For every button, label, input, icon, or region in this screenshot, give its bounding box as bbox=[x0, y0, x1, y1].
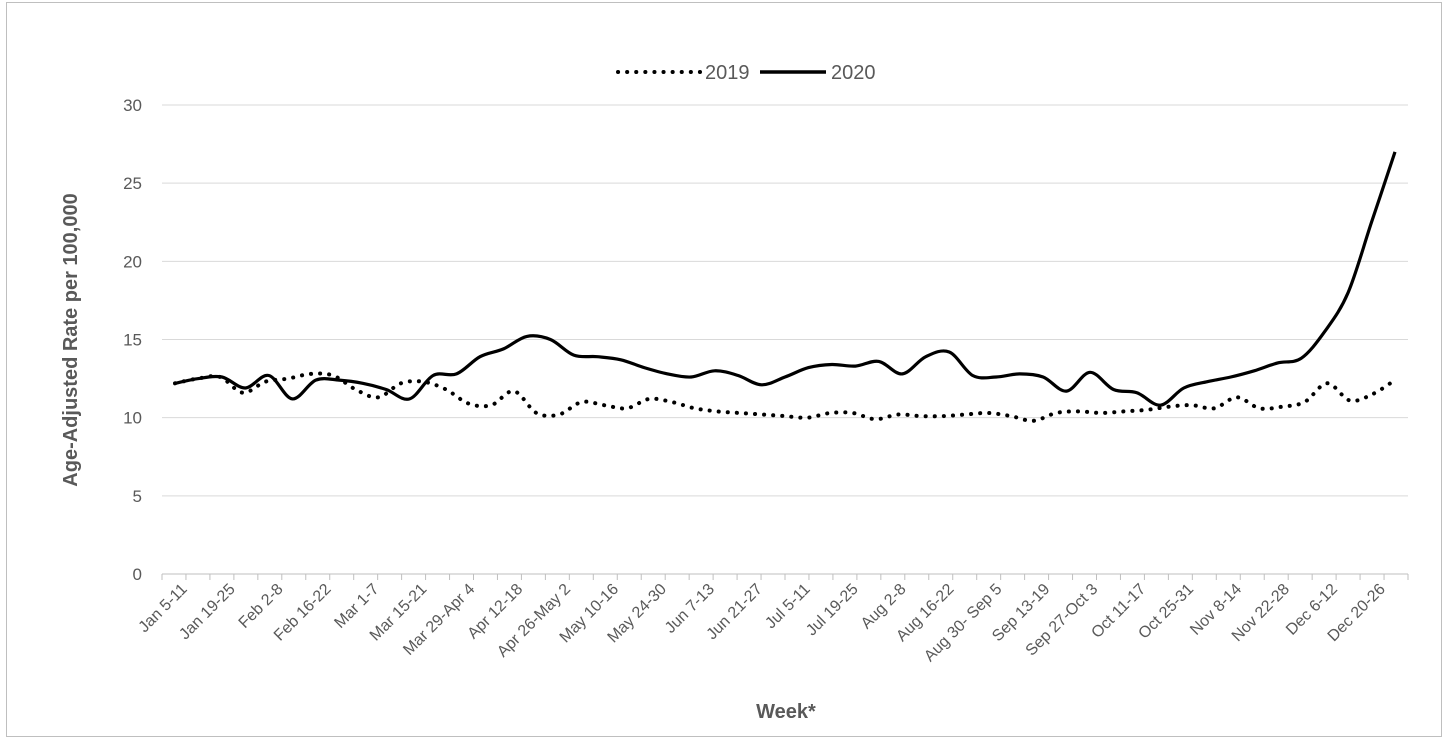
y-axis-title: Age-Adjusted Rate per 100,000 bbox=[60, 193, 82, 486]
series-line-2020 bbox=[174, 151, 1397, 407]
y-tick-label: 20 bbox=[123, 252, 142, 271]
y-tick-label: 0 bbox=[133, 565, 142, 584]
y-tick-label: 30 bbox=[123, 96, 142, 115]
y-tick-label: 15 bbox=[123, 331, 142, 350]
y-axis-ticks: 0 5 10 15 20 25 30 bbox=[123, 96, 142, 584]
x-axis bbox=[161, 573, 1409, 580]
legend: 2019 2020 bbox=[616, 62, 876, 84]
x-tick-label: Jul 19-25 bbox=[803, 581, 862, 640]
x-axis-title: Week* bbox=[756, 701, 816, 723]
gridlines bbox=[162, 104, 1408, 497]
chart-frame bbox=[6, 2, 1442, 737]
y-tick-label: 25 bbox=[123, 174, 142, 193]
y-tick-label: 10 bbox=[123, 409, 142, 428]
legend-label-2020: 2020 bbox=[831, 62, 876, 84]
series-lines bbox=[173, 151, 1397, 423]
legend-label-2019: 2019 bbox=[705, 62, 750, 84]
y-tick-label: 5 bbox=[133, 487, 142, 506]
series-line-2019 bbox=[173, 371, 1397, 423]
